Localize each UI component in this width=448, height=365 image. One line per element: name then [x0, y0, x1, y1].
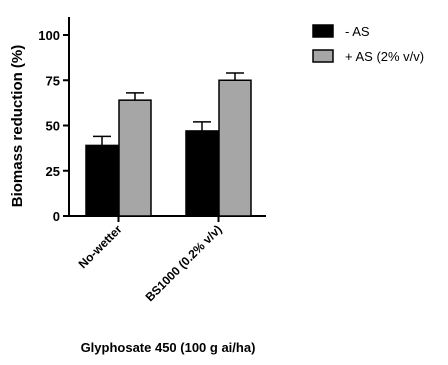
y-tick-label: 25 [46, 164, 60, 179]
bar [218, 79, 252, 217]
x-axis-title: Glyphosate 450 (100 g ai/ha) [81, 340, 256, 355]
y-tick-label: 50 [46, 119, 60, 134]
x-tick-label: No-wetter [76, 222, 125, 271]
bar [118, 99, 152, 217]
legend-label: - AS [345, 24, 370, 39]
legend-swatch [312, 24, 334, 38]
legend-swatch [312, 49, 334, 63]
y-tick-label: 100 [38, 28, 60, 43]
x-tick-label: BS1000 (0.2% v/v) [143, 222, 225, 304]
y-axis-title: Biomass reduction (%) [9, 45, 26, 208]
bar [85, 144, 119, 217]
bar [185, 130, 219, 217]
legend-label: + AS (2% v/v) [345, 49, 424, 64]
y-tick-label: 0 [53, 209, 60, 224]
y-tick-label: 75 [46, 73, 60, 88]
